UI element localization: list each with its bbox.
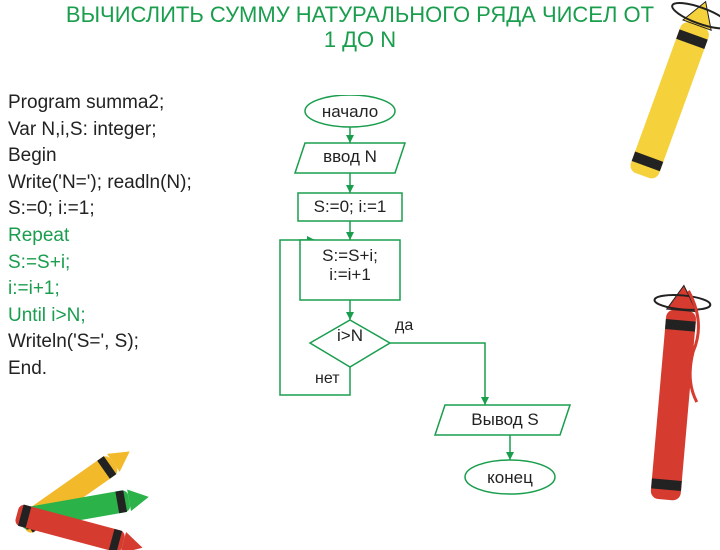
code-line: Repeat: [8, 223, 192, 250]
code-line: Writeln('S=', S);: [8, 329, 192, 356]
node-body: S:=S+i; i:=i+1: [300, 247, 400, 284]
node-start: начало: [310, 103, 390, 122]
node-output: Вывод S: [455, 411, 555, 430]
code-line: End.: [8, 356, 192, 383]
code-line: i:=i+1;: [8, 276, 192, 303]
node-input: ввод N: [310, 148, 390, 167]
code-line: Begin: [8, 143, 192, 170]
code-line: S:=0; i:=1;: [8, 196, 192, 223]
code-line: Until i>N;: [8, 303, 192, 330]
label-no: нет: [315, 370, 349, 388]
code-line: Write('N='); readln(N);: [8, 170, 192, 197]
code-line: S:=S+i;: [8, 250, 192, 277]
flowchart: начало ввод N S:=0; i:=1 S:=S+i; i:=i+1 …: [260, 95, 690, 535]
node-end: конец: [470, 469, 550, 488]
code-block: Program summa2; Var N,i,S: integer; Begi…: [8, 90, 192, 383]
code-line: Var N,i,S: integer;: [8, 117, 192, 144]
label-yes: да: [395, 317, 419, 335]
node-cond: i>N: [320, 327, 380, 346]
crayons-bottom: [0, 420, 170, 550]
code-line: Program summa2;: [8, 90, 192, 117]
node-init: S:=0; i:=1: [298, 198, 402, 217]
